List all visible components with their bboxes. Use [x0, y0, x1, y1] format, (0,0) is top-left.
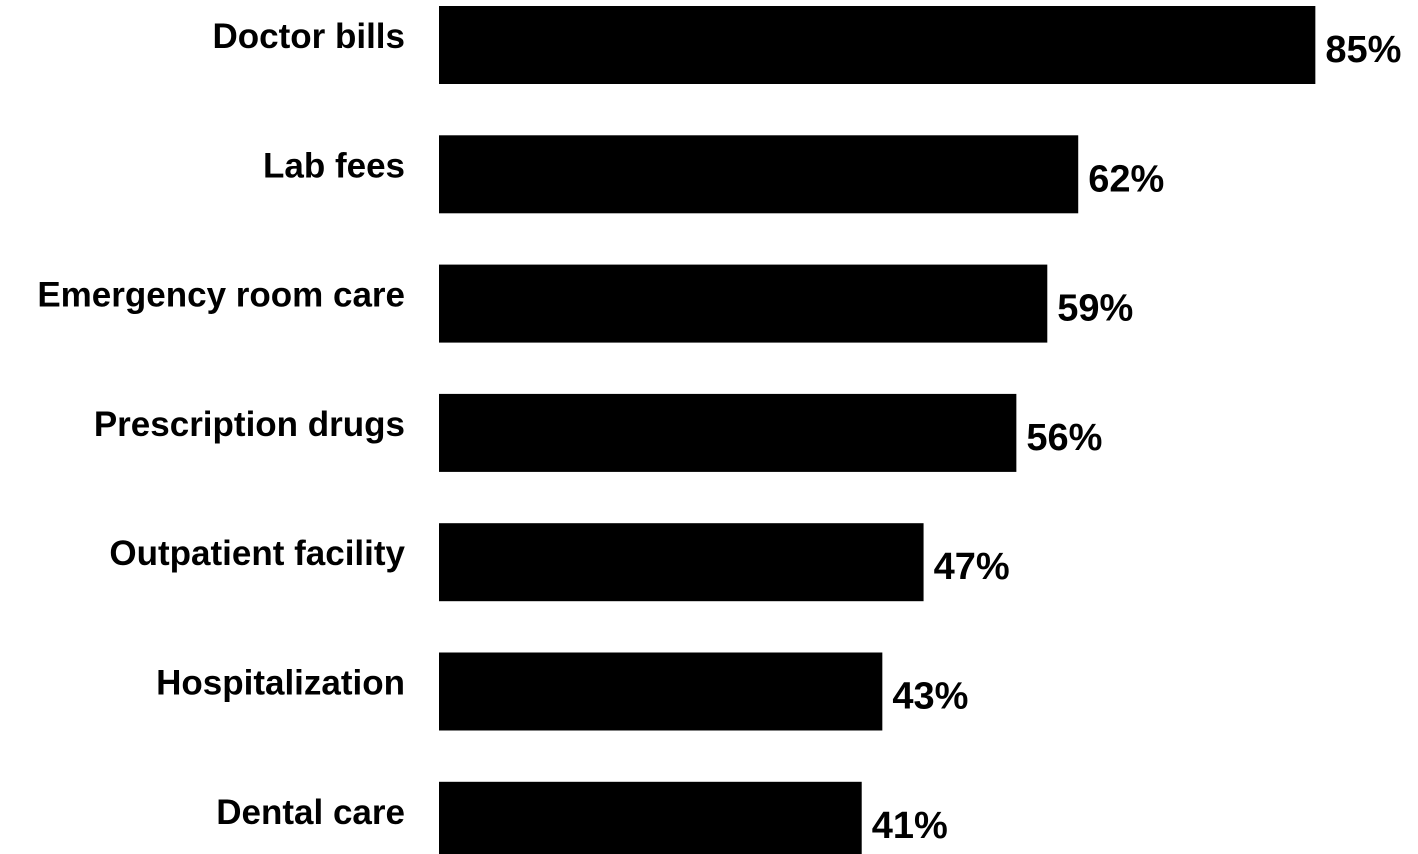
- category-label-dental-care: Dental care: [216, 793, 405, 832]
- bar-outpatient-facility: [439, 523, 924, 602]
- category-label-outpatient-facility: Outpatient facility: [109, 534, 405, 573]
- bar-hospitalization: [439, 652, 883, 731]
- bar-lab-fees: [439, 135, 1079, 214]
- category-label-prescription-drugs: Prescription drugs: [94, 405, 405, 444]
- value-label-outpatient-facility: 47%: [934, 546, 1010, 588]
- value-labels-group: 85% 62% 59% 56% 47% 43% 41%: [872, 29, 1402, 847]
- category-label-hospitalization: Hospitalization: [156, 664, 405, 703]
- category-label-doctor-bills: Doctor bills: [212, 17, 405, 56]
- value-label-hospitalization: 43%: [892, 676, 968, 718]
- category-label-lab-fees: Lab fees: [263, 146, 405, 185]
- bar-emergency-room-care: [439, 264, 1048, 343]
- value-label-dental-care: 41%: [872, 805, 948, 847]
- value-label-prescription-drugs: 56%: [1026, 417, 1102, 459]
- bar-prescription-drugs: [439, 393, 1017, 472]
- bar-dental-care: [439, 781, 862, 854]
- bars-group: [439, 6, 1316, 854]
- value-label-lab-fees: 62%: [1088, 158, 1164, 200]
- category-labels-group: Doctor bills Lab fees Emergency room care P…: [37, 17, 405, 832]
- value-label-emergency-room-care: 59%: [1057, 288, 1133, 330]
- category-label-emergency-room-care: Emergency room care: [37, 276, 405, 315]
- bar-doctor-bills: [439, 6, 1316, 84]
- value-label-doctor-bills: 85%: [1325, 29, 1401, 71]
